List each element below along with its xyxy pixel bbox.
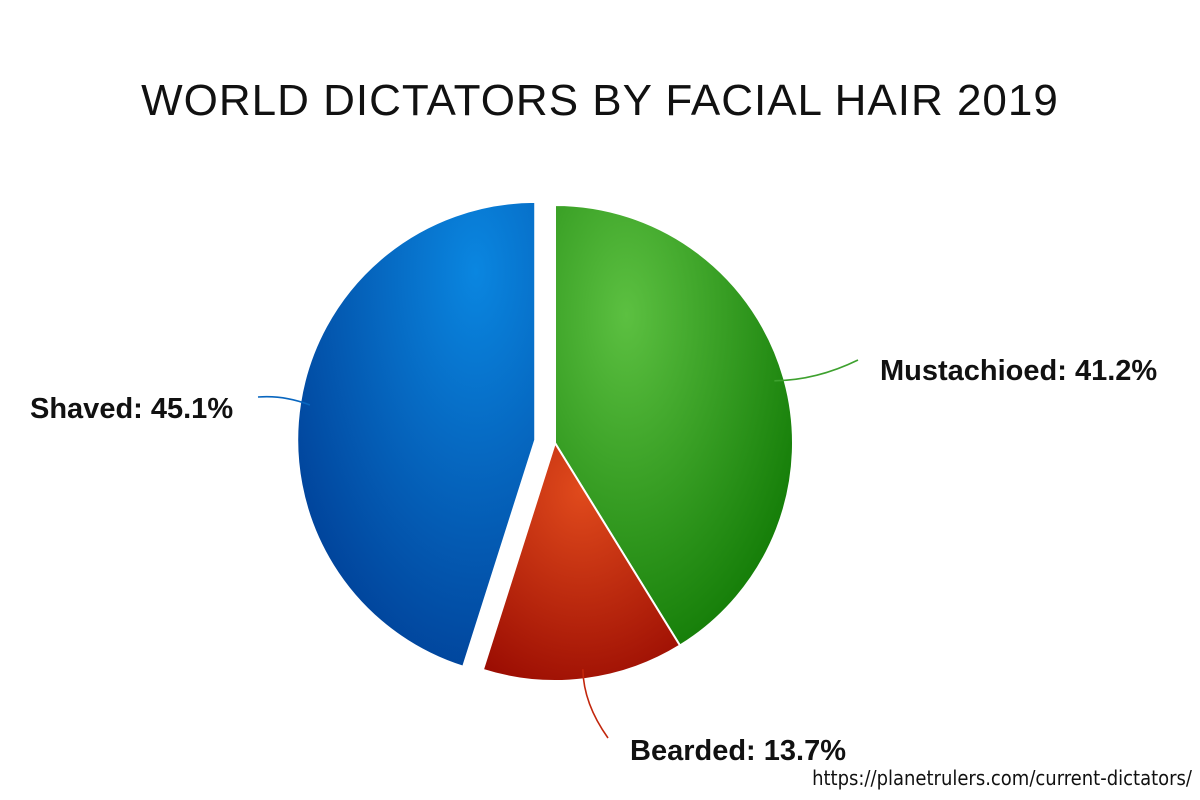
leader-lines <box>257 359 859 739</box>
pie-slice-shaved <box>296 200 537 668</box>
leader-line-shaved <box>257 395 311 406</box>
leader-line-mustachioed <box>774 359 859 382</box>
slice-label-mustachioed: Mustachioed: 41.2% <box>880 355 1157 387</box>
leader-line-bearded <box>582 669 609 739</box>
slice-label-bearded: Bearded: 13.7% <box>630 735 846 767</box>
source-url: https://planetrulers.com/current-dictato… <box>812 766 1193 790</box>
pie-slice-mustachioed <box>554 203 794 647</box>
chart-title: WORLD DICTATORS BY FACIAL HAIR 2019 <box>141 76 1059 125</box>
slice-label-shaved: Shaved: 45.1% <box>30 393 233 425</box>
pie-slices <box>296 200 794 682</box>
